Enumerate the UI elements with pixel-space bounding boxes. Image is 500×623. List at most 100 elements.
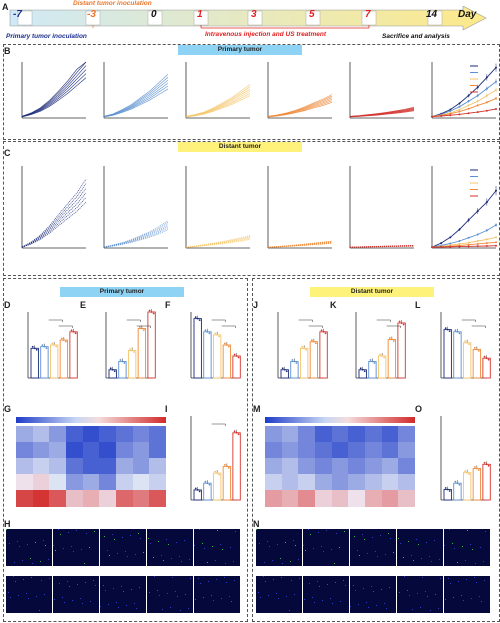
- microH-tunel-dot-1-1: [73, 551, 75, 553]
- heatG-cell-0-2-1: [132, 426, 150, 443]
- bar-f-2: [212, 334, 222, 379]
- microH-tunel-dot-3-11: [179, 556, 181, 558]
- heatG-cell-2-0-1: [32, 458, 50, 475]
- microH-tunel-dot-4-1: [235, 531, 237, 533]
- microN-crt-dot-1-4: [327, 584, 329, 586]
- bar-k-2: [377, 355, 387, 379]
- microH-crt-dot-3-3: [172, 577, 174, 579]
- bar-d-1: [40, 346, 49, 379]
- microH-tunel-dot-3-5: [189, 559, 191, 561]
- bar-dot-l-2-0: [464, 340, 467, 343]
- bar-dot-j-2-1: [303, 347, 306, 350]
- bar-chart-l: [440, 312, 491, 379]
- microH-crt-dot-3-10: [175, 591, 177, 593]
- microH-tunel-dot-0-10: [48, 559, 50, 561]
- bar-dot-j-1-2: [295, 362, 298, 364]
- bar-dot-i-0-2: [198, 490, 201, 493]
- microN-tunel-dot-1-3: [305, 550, 307, 552]
- distant-tumor-banner-lower: Distant tumor: [310, 287, 434, 297]
- bar-dot-o-2-0: [464, 470, 467, 473]
- microN-tunel-dot-0-13: [293, 540, 295, 542]
- injection-label: Intravenous injection and US treatment: [205, 31, 326, 38]
- microN-crt-dot-2-8: [389, 587, 391, 589]
- bar-dot-l-3-0: [473, 347, 476, 349]
- microH-crt-dot-3-8: [149, 592, 151, 594]
- bar-sig-bracket-f-1: [221, 325, 236, 328]
- bar-dot-e-2-2: [133, 351, 136, 353]
- panel-label-n: N: [253, 519, 260, 529]
- microH-tunel-dot-4-7: [225, 563, 227, 565]
- heatM-cell-1-0-2: [298, 442, 316, 459]
- microN-tunel-dot-0-3: [295, 545, 297, 547]
- bar-dot-e-3-1: [140, 327, 143, 330]
- microH-crt-image-3: [147, 576, 193, 613]
- heatM-cell-1-2-0: [365, 442, 383, 459]
- microH-tunel-dot-4-13: [215, 560, 217, 562]
- microH-crt-image-4: [194, 576, 240, 613]
- bar-dot-j-4-0: [320, 329, 323, 332]
- row_c-plot-2: [185, 166, 251, 249]
- row_b-individual-line-1-5: [103, 74, 169, 117]
- microN-tunel-dot-2-6: [354, 536, 356, 538]
- bar-dot-o-2-1: [466, 471, 469, 474]
- microN-crt-dot-2-13: [366, 602, 368, 604]
- microN-crt-image-1: [303, 576, 349, 613]
- heatM-cell-4-2-1: [381, 490, 399, 507]
- microN-crt-dot-4-9: [466, 579, 468, 581]
- heatM-cell-0-0-1: [281, 426, 299, 443]
- bar-dot-l-4-2: [487, 358, 490, 361]
- left-lower-frame: [3, 278, 248, 622]
- bar-dot-o-0-2: [448, 490, 451, 492]
- microN-tunel-dot-2-13: [357, 550, 359, 552]
- microH-crt-dot-4-7: [234, 580, 236, 582]
- microH-tunel-dot-4-10: [220, 544, 222, 546]
- microH-tunel-dot-1-10: [58, 529, 60, 531]
- bar-dot-o-3-1: [475, 467, 478, 470]
- microH-crt-dot-0-7: [18, 595, 20, 597]
- heatM-cell-4-0-2: [298, 490, 316, 507]
- heatM-cell-3-1-1: [331, 474, 349, 491]
- microN-tunel-dot-4-9: [457, 562, 459, 564]
- primary-tumor-inoculation-label: Primary tumor inoculation: [6, 33, 87, 40]
- microN-tunel-dot-4-11: [483, 561, 485, 563]
- microH-crt-dot-0-10: [13, 576, 15, 578]
- microH-tunel-dot-4-2: [204, 548, 206, 550]
- row_b-mean-line-0: [431, 67, 497, 118]
- bar-dot-l-4-1: [485, 357, 488, 360]
- microN-tunel-dot-4-12: [452, 543, 454, 545]
- bar-chart-i: [190, 416, 241, 501]
- bar-dot-j-3-0: [310, 339, 313, 342]
- microN-crt-dot-1-0: [319, 586, 321, 588]
- microN-crt-dot-3-10: [425, 591, 427, 593]
- bar-dot-j-4-2: [324, 332, 327, 335]
- microN-tunel-dot-4-6: [462, 546, 464, 548]
- bar-d-0: [30, 347, 39, 379]
- microH-crt-dot-4-5: [208, 581, 210, 583]
- bar-d-2: [49, 344, 59, 379]
- heatM-cell-1-1-2: [348, 442, 366, 459]
- microN-crt-dot-0-12: [289, 610, 291, 612]
- microN-crt-dot-1-6: [309, 583, 311, 585]
- microH-tunel-dot-1-4: [68, 532, 70, 534]
- microN-crt-dot-3-13: [420, 607, 422, 609]
- microN-tunel-dot-3-2: [400, 543, 402, 545]
- day-5: 5: [309, 9, 315, 20]
- microN-tunel-dot-1-13: [303, 545, 305, 547]
- heatG-cell-3-0-0: [16, 474, 34, 491]
- bar-dot-e-0-1: [111, 368, 114, 371]
- microN-tunel-dot-0-7: [259, 543, 261, 545]
- microN-tunel-dot-0-1: [269, 546, 271, 548]
- microN-tunel-dot-4-8: [444, 545, 446, 547]
- microH-tunel-dot-2-2: [140, 538, 142, 540]
- bar-dot-k-0-1: [361, 368, 364, 371]
- microH-tunel-dot-1-8: [76, 530, 78, 532]
- microH-crt-dot-4-4: [195, 599, 197, 601]
- microH-tunel-dot-0-9: [35, 542, 37, 544]
- microH-crt-dot-3-12: [157, 590, 159, 592]
- microN-crt-dot-2-5: [350, 606, 352, 608]
- row_b-plot-2: [185, 62, 251, 119]
- microN-crt-dot-4-3: [476, 582, 478, 584]
- day-14: 14: [426, 9, 438, 20]
- panel-label-k: K: [330, 300, 337, 310]
- bar-dot-l-2-1: [466, 341, 469, 344]
